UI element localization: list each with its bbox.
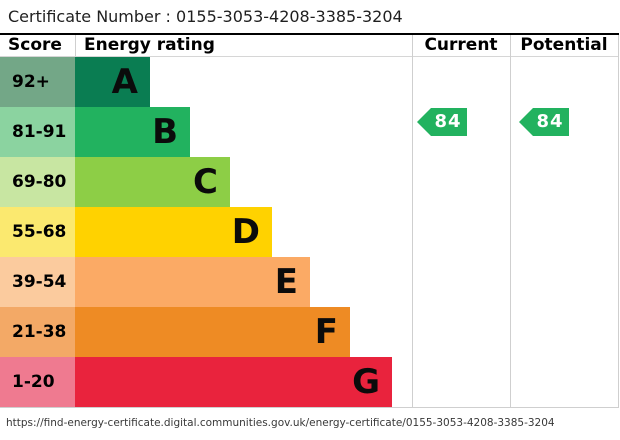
- rating-bar-c: C: [75, 157, 230, 207]
- rating-bar-e: E: [75, 257, 310, 307]
- score-range-label-b: 81-91: [0, 107, 75, 157]
- rating-bar-f: F: [75, 307, 350, 357]
- potential-column-divider: [510, 35, 511, 407]
- certificate-url: https://find-energy-certificate.digital.…: [6, 417, 555, 429]
- column-header-current: Current: [424, 35, 498, 55]
- current-rating-value: 84: [434, 111, 462, 132]
- band-letter-g: G: [352, 362, 380, 402]
- band-row-e: 39-54 E: [0, 257, 618, 307]
- rating-rows: 92+ A 81-91 B 69-80 C 55-68 D 39-54 E 21-38 F 1-20 G: [0, 57, 618, 407]
- band-letter-f: F: [314, 312, 338, 352]
- table-top-border: [0, 33, 619, 35]
- band-letter-a: A: [111, 62, 138, 102]
- band-row-b: 81-91 B: [0, 107, 618, 157]
- score-range-label-d: 55-68: [0, 207, 75, 257]
- column-header-score: Score: [8, 35, 62, 55]
- column-header-potential: Potential: [520, 35, 608, 55]
- band-row-f: 21-38 F: [0, 307, 618, 357]
- score-column-divider: [75, 35, 76, 56]
- score-range-label-f: 21-38: [0, 307, 75, 357]
- table-right-border: [618, 35, 619, 407]
- rating-bar-d: D: [75, 207, 272, 257]
- table-bottom-border: [0, 407, 619, 408]
- band-row-c: 69-80 C: [0, 157, 618, 207]
- band-row-d: 55-68 D: [0, 207, 618, 257]
- rating-bar-a: A: [75, 57, 150, 107]
- band-row-a: 92+ A: [0, 57, 618, 107]
- column-header-energy-rating: Energy rating: [84, 35, 215, 55]
- score-range-label-c: 69-80: [0, 157, 75, 207]
- score-range-label-e: 39-54: [0, 257, 75, 307]
- score-range-label-a: 92+: [0, 57, 75, 107]
- potential-rating-value: 84: [536, 111, 564, 132]
- rating-bar-g: G: [75, 357, 392, 407]
- band-letter-c: C: [193, 162, 218, 202]
- certificate-number-title: Certificate Number : 0155-3053-4208-3385…: [8, 7, 403, 26]
- band-letter-b: B: [152, 112, 178, 152]
- rating-bar-b: B: [75, 107, 190, 157]
- band-row-g: 1-20 G: [0, 357, 618, 407]
- band-letter-e: E: [274, 262, 298, 302]
- band-letter-d: D: [231, 212, 260, 252]
- current-column-divider: [412, 35, 413, 407]
- score-range-label-g: 1-20: [0, 357, 75, 407]
- header-bottom-border: [0, 56, 619, 57]
